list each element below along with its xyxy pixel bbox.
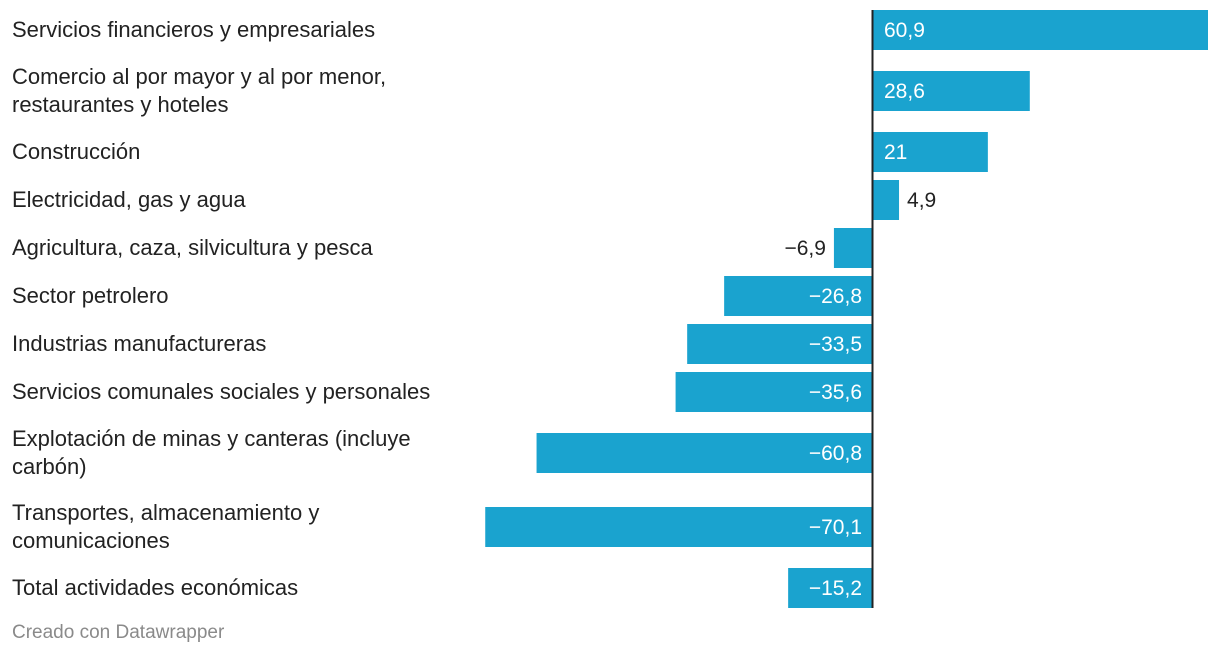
bar [833,228,872,268]
bar [872,71,1030,111]
category-label: Servicios comunales sociales y personale… [12,379,430,404]
bar-chart: Servicios financieros y empresariales 60,… [12,10,1208,608]
category-label-line: Comercio al por mayor y al por menor, [12,64,386,89]
datawrapper-credit: Creado con Datawrapper [12,622,225,643]
bar [687,324,872,364]
value-label: −70,1 [809,516,862,539]
bar [485,507,872,547]
value-label: 28,6 [884,80,925,103]
category-label-line: Explotación de minas y canteras (incluye [12,426,411,451]
category-label: Total actividades económicas [12,575,298,600]
value-label: −15,2 [809,577,862,600]
bar [872,132,988,172]
category-label-line: Sector petrolero [12,283,169,308]
category-label: Servicios financieros y empresariales [12,17,375,42]
category-label-line: restaurantes y hoteles [12,92,228,117]
value-label: −26,8 [809,285,862,308]
category-label-line: Servicios comunales sociales y personale… [12,379,430,404]
category-label: Electricidad, gas y agua [12,187,246,212]
category-label-line: carbón) [12,454,87,479]
bar [536,433,872,473]
category-label: Transportes, almacenamiento y comunicacio… [12,500,319,553]
category-label-line: Agricultura, caza, silvicultura y pesca [12,235,373,260]
category-label-line: Servicios financieros y empresariales [12,17,375,42]
value-label: −60,8 [809,442,862,465]
category-label-line: Transportes, almacenamiento y [12,500,319,525]
category-label: Industrias manufactureras [12,331,266,356]
category-label-line: Industrias manufactureras [12,331,266,356]
value-label: 4,9 [907,189,936,212]
category-label-line: Electricidad, gas y agua [12,187,246,212]
bar [872,10,1208,50]
value-label: 60,9 [884,19,925,42]
category-label: Sector petrolero [12,283,169,308]
category-label: Construcción [12,139,140,164]
value-label: 21 [884,141,907,164]
category-label: Agricultura, caza, silvicultura y pesca [12,235,373,260]
category-label-line: comunicaciones [12,528,170,553]
value-label: −35,6 [809,381,862,404]
category-label-line: Construcción [12,139,140,164]
category-label: Comercio al por mayor y al por menor, res… [12,64,386,117]
category-label: Explotación de minas y canteras (incluye… [12,426,411,479]
bar [872,180,900,220]
value-label: −33,5 [809,333,862,356]
bar [675,372,872,412]
bar [724,276,872,316]
category-label-line: Total actividades económicas [12,575,298,600]
value-label: −6,9 [784,237,825,260]
bar [788,568,872,608]
